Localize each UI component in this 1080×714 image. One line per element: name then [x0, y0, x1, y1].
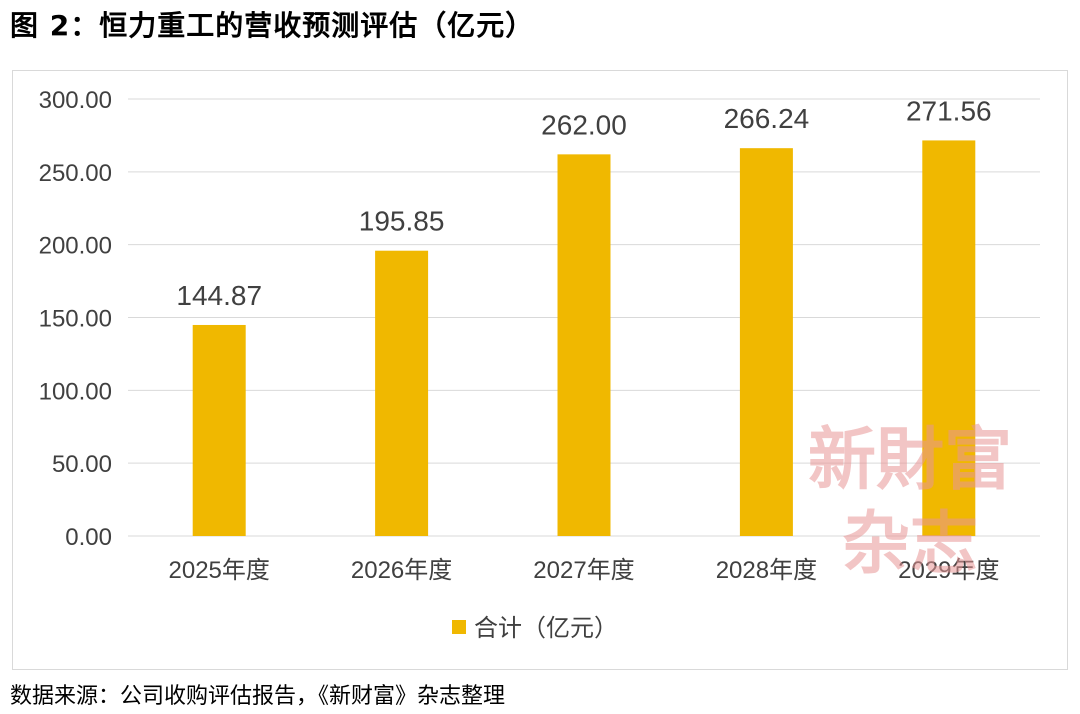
data-label: 262.00 [541, 109, 627, 140]
source-note: 数据来源：公司收购评估报告，《新财富》杂志整理 [10, 684, 506, 709]
x-tick-label: 2027年度 [533, 557, 634, 584]
legend-swatch [452, 620, 466, 634]
bar [375, 250, 429, 536]
x-tick-label: 2029年度 [898, 557, 999, 584]
data-label: 195.85 [359, 206, 445, 237]
bar [557, 154, 611, 536]
legend: 合计（亿元） [452, 615, 618, 642]
x-tick-label: 2028年度 [716, 557, 817, 584]
y-tick-label: 50.00 [52, 451, 112, 478]
legend-label: 合计（亿元） [474, 615, 618, 642]
x-tick-label: 2025年度 [169, 557, 270, 584]
y-tick-label: 300.00 [39, 87, 112, 114]
bar [922, 140, 976, 536]
y-tick-label: 250.00 [39, 160, 112, 187]
y-tick-label: 150.00 [39, 306, 112, 333]
bar [739, 148, 793, 536]
data-label: 144.87 [176, 280, 262, 311]
y-tick-label: 0.00 [65, 524, 112, 551]
data-labels: 144.87 195.85 262.00 266.24 271.56 [176, 95, 991, 311]
data-label: 271.56 [906, 95, 992, 126]
bar [192, 324, 246, 536]
y-axis-ticks: 0.00 50.00 100.00 150.00 200.00 250.00 300.00 [39, 87, 112, 551]
chart-frame [12, 70, 1068, 670]
figure-title: 图 2：恒力重工的营收预测评估（亿元） [10, 9, 535, 42]
y-tick-label: 100.00 [39, 378, 112, 405]
bars [192, 140, 976, 536]
x-axis-ticks: 2025年度 2026年度 2027年度 2028年度 2029年度 [169, 557, 1000, 584]
y-tick-label: 200.00 [39, 233, 112, 260]
data-label: 266.24 [724, 103, 810, 134]
x-tick-label: 2026年度 [351, 557, 452, 584]
